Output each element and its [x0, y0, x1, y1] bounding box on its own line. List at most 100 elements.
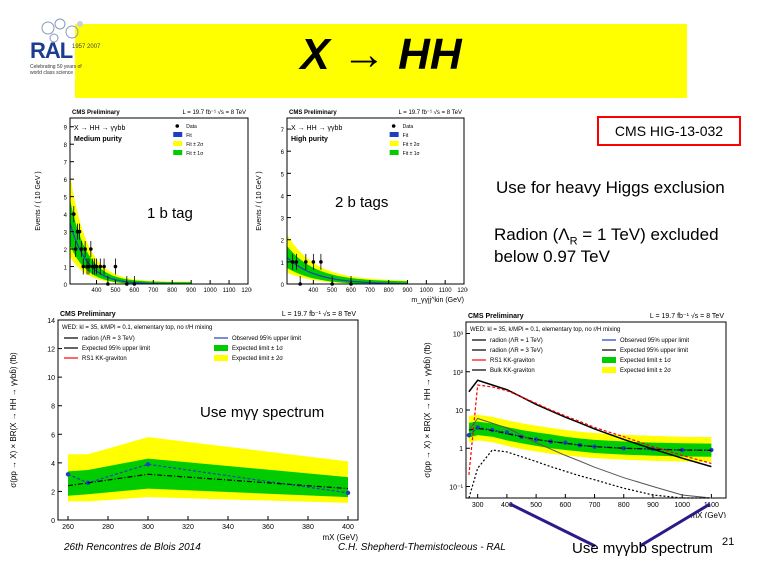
series-line — [468, 384, 712, 476]
legend-label: Expected limit ± 1σ — [620, 358, 671, 364]
logo-subtitle: Celebrating 50 years of world class scie… — [30, 64, 82, 76]
x-tick-label: 600 — [129, 288, 140, 294]
legend-marker — [391, 124, 396, 128]
x-tick-label: 700 — [148, 288, 159, 294]
y-tick-label: 7 — [64, 161, 68, 167]
legend-label: Observed 95% upper limit — [620, 338, 689, 344]
footer-left: 26th Rencontres de Blois 2014 — [64, 542, 201, 553]
legend-swatch — [173, 141, 183, 146]
x-tick-label: 280 — [102, 524, 114, 531]
plot-background — [420, 308, 730, 518]
legend-swatch — [602, 367, 616, 373]
chart-header-left: CMS Preliminary — [468, 313, 524, 320]
observed-point — [345, 490, 351, 496]
arrow-right — [639, 502, 711, 548]
x-tick-label: 900 — [403, 288, 414, 294]
series-line — [468, 417, 712, 499]
model-note: WED: kl = 35, k/MPl = 0.1, elementary to… — [62, 325, 212, 331]
x-axis-label: mX (GeV) — [690, 511, 726, 518]
y-tick-label: 3 — [281, 217, 285, 223]
radion-text-sub: R — [569, 235, 578, 248]
model-note: WED: kl = 35, k/MPl = 0.1, elementary to… — [470, 327, 620, 333]
chart-header-right: L = 19.7 fb⁻¹ √s = 8 TeV — [183, 109, 247, 116]
plot-frame — [69, 117, 249, 285]
series-line — [67, 463, 349, 494]
chart-header-left: CMS Preliminary — [72, 110, 120, 116]
x-tick-label: 320 — [182, 524, 194, 531]
radion-text-line2: below 0.97 TeV — [494, 247, 610, 266]
fit-line — [286, 256, 408, 285]
legend-marker — [175, 124, 180, 128]
data-point — [349, 282, 353, 286]
arrow-left — [509, 502, 596, 548]
legend-label: radion (ΛR = 3 TeV) — [82, 336, 135, 342]
x-tick-label: 500 — [530, 502, 542, 509]
x-tick-label: 900 — [647, 502, 659, 509]
legend-label: Data — [186, 124, 197, 130]
data-point — [304, 260, 308, 264]
y-tick-label: 12 — [47, 347, 55, 354]
x-tick-label: 260 — [62, 524, 74, 531]
data-point — [71, 212, 76, 216]
series-line — [468, 427, 712, 451]
series-line — [468, 449, 712, 499]
chart-header-right: L = 19.7 fb⁻¹ √s = 8 TeV — [650, 312, 724, 320]
x-tick-label: 500 — [110, 288, 121, 294]
footer-center: C.H. Shepherd-Themistocleous - RAL — [338, 542, 506, 553]
data-point — [81, 264, 86, 269]
y-tick-label: 1 — [459, 446, 463, 453]
data-point — [113, 264, 118, 269]
legend-label: RS1 KK-graviton — [82, 356, 127, 362]
x-tick-label: 600 — [559, 502, 571, 509]
legend-label: Fit — [403, 133, 409, 139]
plot-background — [4, 296, 362, 544]
y-tick-label: 0 — [281, 283, 285, 289]
plot-background — [32, 104, 252, 304]
legend-label: Fit ± 2σ — [186, 142, 204, 148]
y-tick-label: 14 — [47, 318, 55, 325]
observed-point — [533, 437, 539, 442]
y-tick-label: 2 — [281, 239, 285, 245]
x-axis-label: mX (GeV) — [322, 533, 358, 542]
y-tick-label: 10⁻¹ — [449, 484, 463, 491]
y-tick-label: 5 — [281, 172, 285, 178]
chart-limit-low-mass: CMS Preliminary L = 19.7 fb⁻¹ √s = 8 TeV 2… — [4, 296, 362, 544]
legend-swatch — [173, 132, 183, 137]
x-tick-label: 1000 — [203, 288, 217, 294]
chart-medium-purity: CMS Preliminary L = 19.7 fb⁻¹ √s = 8 TeV 4… — [32, 104, 252, 304]
x-tick-label: 300 — [472, 502, 484, 509]
x-tick-label: 800 — [384, 288, 395, 294]
x-tick-label: 300 — [142, 524, 154, 531]
category-label: High purity — [291, 136, 328, 143]
legend-label: radion (ΛR = 3 TeV) — [490, 348, 543, 354]
chart-header-left: CMS Preliminary — [289, 110, 337, 116]
observed-point — [145, 462, 151, 467]
data-point — [298, 282, 302, 286]
x-tick-label: 400 — [501, 502, 513, 509]
y-tick-label: 6 — [64, 178, 68, 184]
legend-swatch — [389, 132, 399, 137]
data-point — [98, 264, 103, 269]
legend-swatch — [214, 355, 228, 361]
x-tick-label: 1100 — [223, 288, 237, 294]
data-point — [77, 229, 82, 234]
legend-label: Expected limit ± 1σ — [232, 346, 283, 352]
chart-header-left: CMS Preliminary — [60, 311, 116, 318]
observed-point — [466, 432, 472, 438]
data-point — [106, 282, 110, 286]
x-tick-label: 500 — [327, 288, 338, 294]
data-point — [330, 282, 334, 286]
data-point — [89, 247, 93, 251]
legend-label: Fit ± 1σ — [403, 151, 421, 157]
y-tick-label: 2 — [64, 248, 68, 254]
data-point — [83, 247, 87, 251]
x-tick-label: 400 — [92, 288, 103, 294]
y-tick-label: 4 — [281, 194, 285, 200]
label-2btags: 2 b tags — [335, 194, 389, 211]
legend-label: Expected limit ± 2σ — [232, 356, 283, 362]
legend-label: Observed 95% upper limit — [232, 336, 301, 342]
radion-text-b: = 1 TeV) excluded — [577, 225, 719, 244]
x-tick-label: 1000 — [420, 288, 434, 294]
y-tick-label: 0 — [64, 283, 68, 289]
